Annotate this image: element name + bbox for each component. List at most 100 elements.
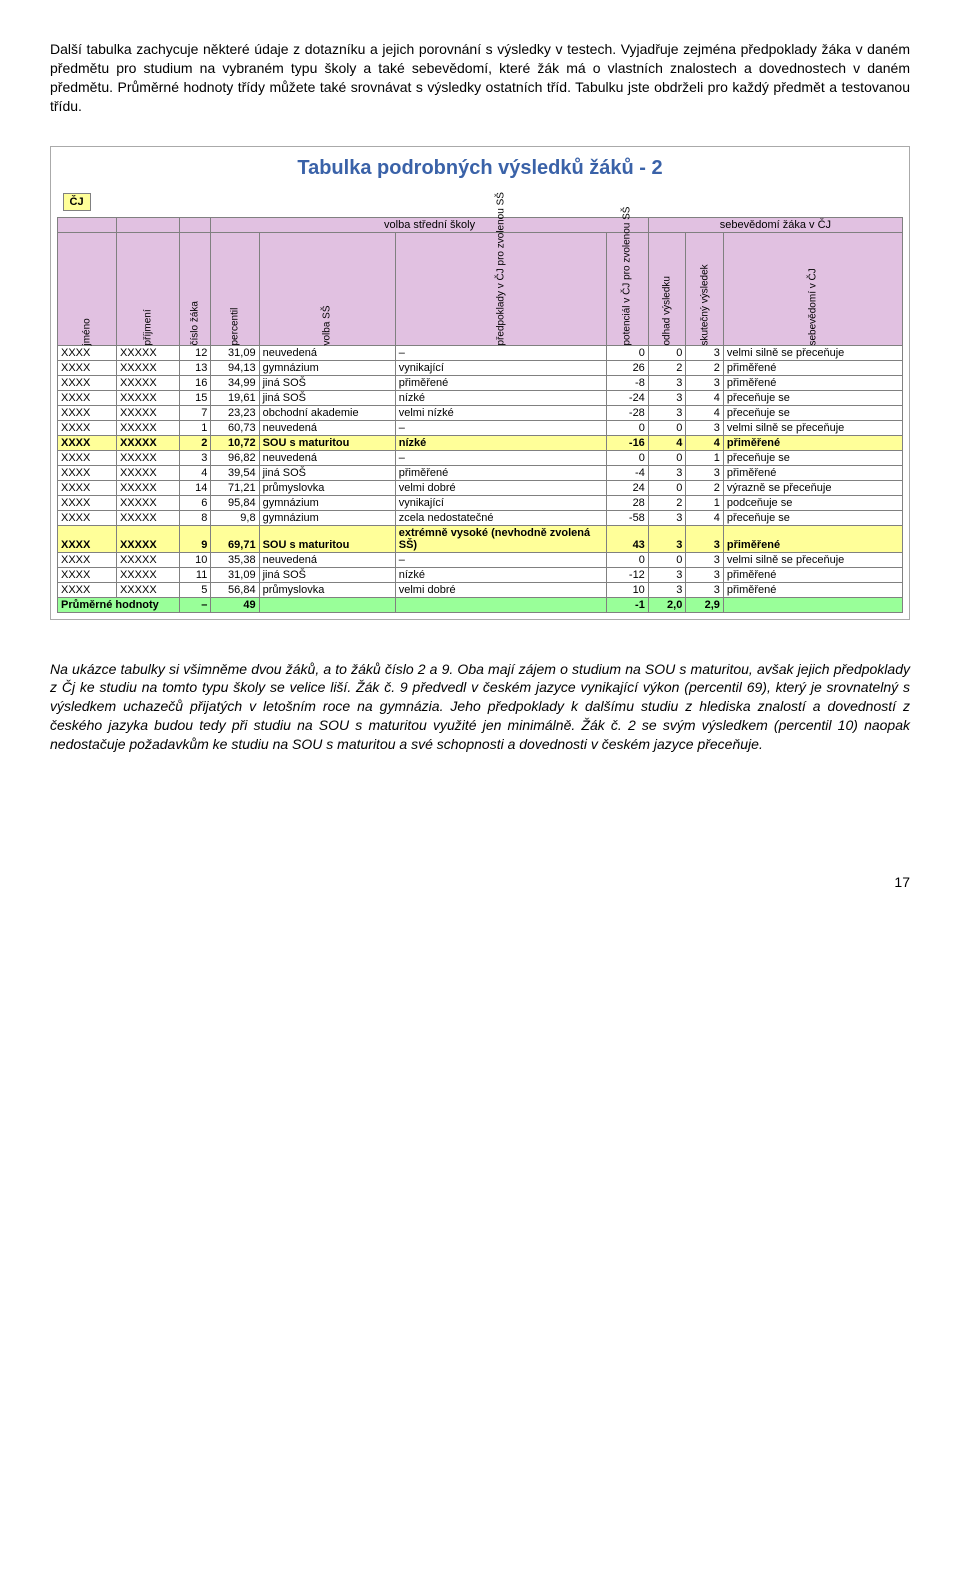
cell: XXXXX: [116, 582, 179, 597]
cell: přiměřené: [395, 465, 606, 480]
col-skutecny: skutečný výsledek: [699, 331, 710, 345]
table-row: XXXXXXXXX1634,99jiná SOŠpřiměřené-833při…: [58, 375, 903, 390]
cell: přeceňuje se: [723, 405, 902, 420]
cell: extrémně vysoké (nevhodně zvolená SŠ): [395, 525, 606, 552]
cell: neuvedená: [259, 345, 395, 360]
cell: –: [180, 597, 211, 612]
cell: 2: [686, 480, 724, 495]
cell: 3: [648, 525, 686, 552]
cell: XXXX: [58, 480, 117, 495]
cell: 60,73: [211, 420, 259, 435]
cell: jiná SOŠ: [259, 375, 395, 390]
table-row: XXXXXXXXX1471,21průmyslovkavelmi dobré24…: [58, 480, 903, 495]
cell: 3: [180, 450, 211, 465]
cell: XXXX: [58, 345, 117, 360]
cell: jiná SOŠ: [259, 567, 395, 582]
cell: přiměřené: [723, 582, 902, 597]
table-row: XXXXXXXXX1231,09neuvedená–003velmi silně…: [58, 345, 903, 360]
cell: SOU s maturitou: [259, 435, 395, 450]
cell: 16: [180, 375, 211, 390]
cell: 7: [180, 405, 211, 420]
cell: průmyslovka: [259, 582, 395, 597]
cell: XXXX: [58, 525, 117, 552]
cell: zcela nedostatečné: [395, 510, 606, 525]
table-row: XXXXXXXXX1131,09jiná SOŠnízké-1233přiměř…: [58, 567, 903, 582]
cell: -12: [607, 567, 649, 582]
cell: 96,82: [211, 450, 259, 465]
cell: 10: [180, 552, 211, 567]
table-row: XXXXXXXXX1035,38neuvedená–003velmi silně…: [58, 552, 903, 567]
cell: gymnázium: [259, 495, 395, 510]
cell: XXXX: [58, 360, 117, 375]
cell: 1: [686, 495, 724, 510]
cell: přiměřené: [395, 375, 606, 390]
col-group-school: volba střední školy: [211, 217, 648, 232]
cell: XXXX: [58, 567, 117, 582]
cell: gymnázium: [259, 360, 395, 375]
cell: 35,38: [211, 552, 259, 567]
cell: 49: [211, 597, 259, 612]
cell: přeceňuje se: [723, 510, 902, 525]
cell: jiná SOŠ: [259, 465, 395, 480]
cell: 1: [180, 420, 211, 435]
cell: XXXX: [58, 552, 117, 567]
cell: 3: [648, 510, 686, 525]
cell: 5: [180, 582, 211, 597]
cell: 0: [648, 345, 686, 360]
table-row: XXXXXXXXX396,82neuvedená–001přeceňuje se: [58, 450, 903, 465]
cell: XXXX: [58, 510, 117, 525]
cell: 31,09: [211, 567, 259, 582]
cell: velmi silně se přeceňuje: [723, 345, 902, 360]
cell: 4: [686, 405, 724, 420]
page-number: 17: [50, 874, 910, 890]
cell: XXXXX: [116, 450, 179, 465]
cell: -4: [607, 465, 649, 480]
cell: XXXXX: [116, 345, 179, 360]
cell: [395, 597, 606, 612]
cell: –: [395, 450, 606, 465]
cell: 2: [180, 435, 211, 450]
cell: XXXXX: [116, 435, 179, 450]
cell: 6: [180, 495, 211, 510]
cell: 4: [686, 510, 724, 525]
cell: 3: [686, 420, 724, 435]
cell: 0: [648, 450, 686, 465]
cell: -58: [607, 510, 649, 525]
cell: velmi dobré: [395, 480, 606, 495]
cell: nízké: [395, 390, 606, 405]
cell: 10,72: [211, 435, 259, 450]
cell: podceňuje se: [723, 495, 902, 510]
cell: přiměřené: [723, 525, 902, 552]
cell: přeceňuje se: [723, 450, 902, 465]
cell: 8: [180, 510, 211, 525]
cell: -16: [607, 435, 649, 450]
cell: 23,23: [211, 405, 259, 420]
col-jmeno: jméno: [81, 331, 92, 345]
cell: XXXX: [58, 450, 117, 465]
cell: 3: [648, 465, 686, 480]
cell: gymnázium: [259, 510, 395, 525]
cell: 0: [648, 420, 686, 435]
cell: výrazně se přeceňuje: [723, 480, 902, 495]
cell: -28: [607, 405, 649, 420]
table-row: XXXXXXXXX1519,61jiná SOŠnízké-2434přeceň…: [58, 390, 903, 405]
cell: 9,8: [211, 510, 259, 525]
col-group-confidence: sebevědomí žáka v ČJ: [648, 217, 902, 232]
cell: 1: [686, 450, 724, 465]
cell: XXXXX: [116, 390, 179, 405]
cell: jiná SOŠ: [259, 390, 395, 405]
results-table-container: Tabulka podrobných výsledků žáků - 2 ČJ …: [50, 146, 910, 620]
cell: průmyslovka: [259, 480, 395, 495]
paragraph-intro: Další tabulka zachycuje některé údaje z …: [50, 40, 910, 116]
table-row: XXXXXXXXX210,72SOU s maturitounízké-1644…: [58, 435, 903, 450]
cell: 10: [607, 582, 649, 597]
cell: neuvedená: [259, 420, 395, 435]
cell: XXXXX: [116, 480, 179, 495]
cell: přiměřené: [723, 435, 902, 450]
cell: -8: [607, 375, 649, 390]
cell: 24: [607, 480, 649, 495]
cell: XXXX: [58, 495, 117, 510]
cell: XXXXX: [116, 420, 179, 435]
table-row: XXXXXXXXX89,8gymnáziumzcela nedostatečné…: [58, 510, 903, 525]
cell: 34,99: [211, 375, 259, 390]
